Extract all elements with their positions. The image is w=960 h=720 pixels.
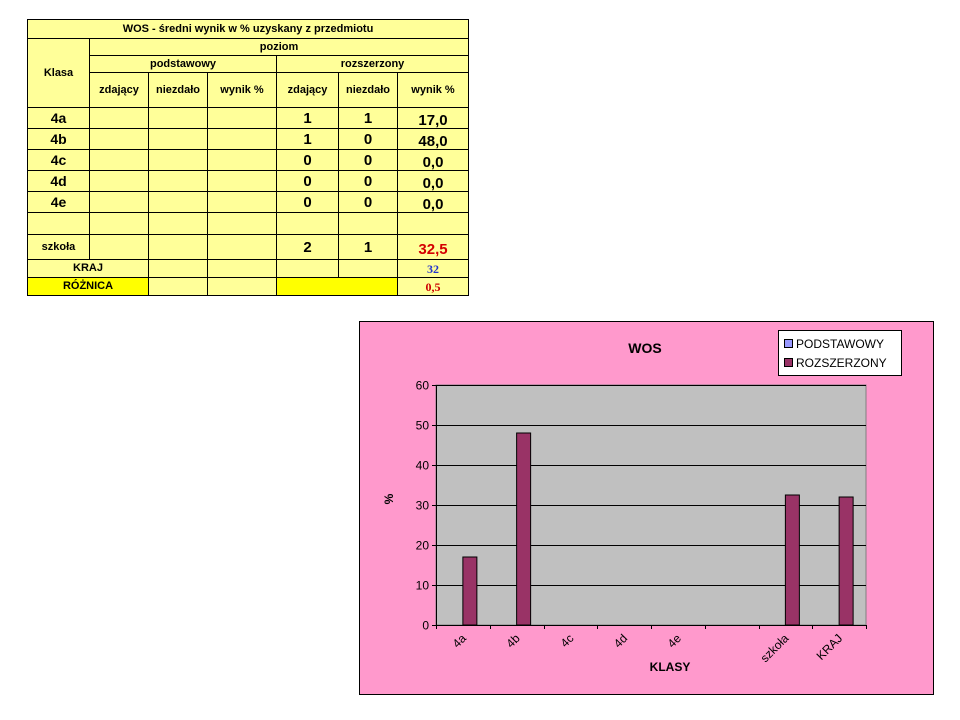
row-r-zdajacy: 1	[276, 107, 339, 129]
row-klasa: 4d	[27, 170, 90, 192]
subheader-p-zdajacy: zdający	[89, 72, 149, 108]
x-tick-label: szkoła	[758, 631, 792, 665]
x-tick-label: KRAJ	[814, 631, 846, 663]
szkola-r-zdajacy: 2	[276, 234, 339, 260]
x-tick-label: 4e	[665, 631, 685, 651]
y-tick-label: 30	[416, 499, 430, 513]
row-klasa: 4b	[27, 128, 90, 150]
chart: 0 10 20 30 40 50 60 4a 4b 4c 4d 4e szkoła KRAJ WOS KLAS…	[359, 321, 934, 695]
table-row-empty	[27, 212, 469, 235]
row-r-niezdalo: 0	[338, 170, 398, 192]
bar-rozszerzony	[516, 432, 532, 626]
legend-swatch-rozszerzony	[784, 358, 793, 367]
chart-title: WOS	[628, 340, 661, 356]
szkola-r-wynik: 32,5	[397, 234, 469, 260]
bar-rozszerzony	[784, 494, 800, 626]
table-row: 4c 0 0 0,0	[27, 149, 469, 171]
x-tick-label: 4a	[450, 631, 470, 651]
table-row: 4b 1 0 48,0	[27, 128, 469, 150]
row-r-wynik: 0,0	[397, 170, 469, 192]
klasa-header: Klasa	[27, 38, 90, 108]
row-r-wynik: 17,0	[397, 107, 469, 129]
row-klasa: 4a	[27, 107, 90, 129]
subheader-p-wynik: wynik %	[207, 72, 277, 108]
x-tick-label: 4d	[611, 631, 630, 650]
y-tick-label: 60	[416, 379, 430, 393]
row-r-wynik: 48,0	[397, 128, 469, 150]
legend-label-rozszerzony: ROZSZERZONY	[796, 355, 887, 370]
row-r-zdajacy: 0	[276, 149, 339, 171]
podstawowy-header: podstawowy	[89, 55, 277, 73]
subheader-p-niezdalo: niezdało	[148, 72, 208, 108]
subheader-r-niezdalo: niezdało	[338, 72, 398, 108]
row-r-zdajacy: 0	[276, 170, 339, 192]
y-axis-label: %	[382, 493, 396, 504]
y-tick-label: 50	[416, 419, 430, 433]
row-r-niezdalo: 0	[338, 128, 398, 150]
row-r-niezdalo: 0	[338, 149, 398, 171]
kraj-label: KRAJ	[27, 259, 149, 278]
kraj-value: 32	[397, 259, 469, 278]
y-tick-label: 10	[416, 579, 430, 593]
roznica-value: 0,5	[397, 277, 469, 296]
row-klasa: 4c	[27, 149, 90, 171]
table-row-roznica: RÓŻNICA 0,5	[27, 277, 469, 296]
table-row: 4d 0 0 0,0	[27, 170, 469, 192]
szkola-label: szkoła	[27, 234, 90, 260]
table-row: 4a 1 1 17,0	[27, 107, 469, 129]
bar-rozszerzony	[462, 556, 478, 626]
rozszerzony-header: rozszerzony	[276, 55, 469, 73]
row-klasa: 4e	[27, 191, 90, 213]
legend-label-podstawowy: PODSTAWOWY	[796, 336, 884, 351]
y-tick-label: 40	[416, 459, 430, 473]
table-row: 4e 0 0 0,0	[27, 191, 469, 213]
chart-svg: 0 10 20 30 40 50 60 4a 4b 4c 4d 4e szkoła KRAJ WOS KLAS…	[382, 340, 867, 674]
results-table: WOS - średni wynik w % uzyskany z przedm…	[27, 19, 469, 296]
row-r-zdajacy: 1	[276, 128, 339, 150]
roznica-label: RÓŻNICA	[27, 277, 149, 296]
table-row-kraj: KRAJ 32	[27, 259, 469, 278]
row-r-wynik: 0,0	[397, 191, 469, 213]
row-r-zdajacy: 0	[276, 191, 339, 213]
chart-legend: PODSTAWOWY ROZSZERZONY	[778, 330, 902, 376]
x-tick-label: 4b	[503, 631, 523, 651]
y-tick-label: 0	[422, 619, 429, 633]
row-r-niezdalo: 0	[338, 191, 398, 213]
table-row-szkola: szkoła 2 1 32,5	[27, 234, 469, 260]
legend-item-rozszerzony: ROZSZERZONY	[784, 353, 901, 372]
bar-rozszerzony	[838, 496, 854, 626]
szkola-r-niezdalo: 1	[338, 234, 398, 260]
subheader-r-wynik: wynik %	[397, 72, 469, 108]
x-axis-label: KLASY	[650, 660, 691, 674]
legend-swatch-podstawowy	[784, 339, 793, 348]
poziom-header: poziom	[89, 38, 469, 56]
y-tick-label: 20	[416, 539, 430, 553]
row-r-wynik: 0,0	[397, 149, 469, 171]
row-r-niezdalo: 1	[338, 107, 398, 129]
subheader-r-zdajacy: zdający	[276, 72, 339, 108]
x-tick-label: 4c	[558, 631, 577, 650]
legend-item-podstawowy: PODSTAWOWY	[784, 334, 901, 353]
table-title: WOS - średni wynik w % uzyskany z przedm…	[27, 19, 469, 39]
